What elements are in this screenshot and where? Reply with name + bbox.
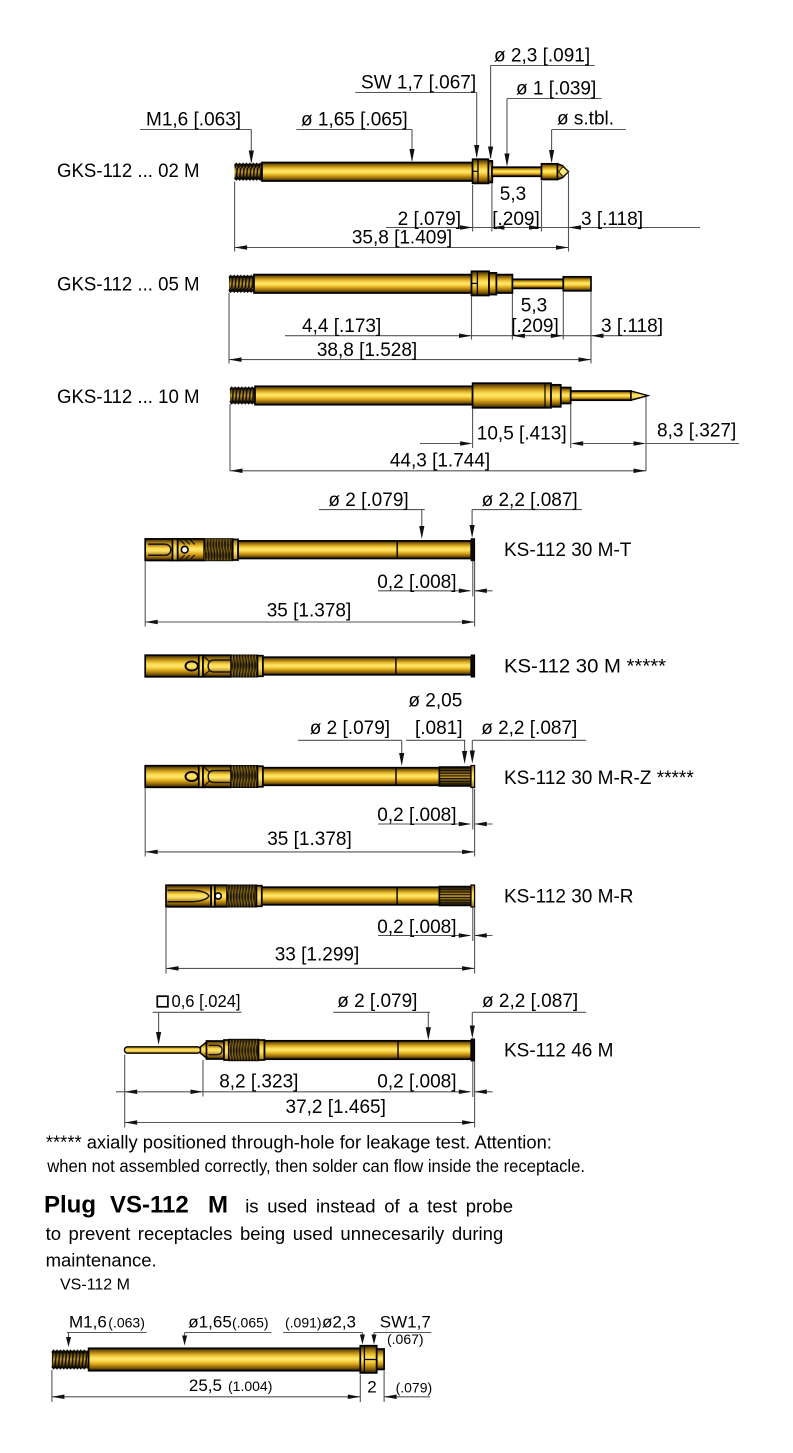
svg-text:0,2 [.008]: 0,2 [.008] — [377, 917, 456, 938]
svg-text:(.065): (.065) — [232, 1315, 269, 1331]
svg-text:0,6 [.024]: 0,6 [.024] — [172, 991, 241, 1011]
svg-text:10,5 [.413]: 10,5 [.413] — [477, 424, 567, 445]
svg-text:8,3 [.327]: 8,3 [.327] — [657, 421, 736, 442]
svg-text:SW 1,7 [.067]: SW 1,7 [.067] — [361, 73, 476, 94]
svg-text:25,5: 25,5 — [189, 1376, 222, 1395]
svg-text:33 [1.299]: 33 [1.299] — [275, 945, 360, 966]
svg-text:KS-112 30 M-R-Z *****: KS-112 30 M-R-Z ***** — [504, 768, 694, 789]
svg-text:3 [.118]: 3 [.118] — [601, 316, 663, 337]
svg-text:ø 2 [.079]: ø 2 [.079] — [310, 718, 390, 739]
svg-text:maintenance.: maintenance. — [46, 1249, 157, 1270]
svg-text:35,8 [1.409]: 35,8 [1.409] — [352, 228, 452, 249]
svg-text:ø 2,2 [.087]: ø 2,2 [.087] — [482, 490, 578, 511]
svg-text:VS-112 M: VS-112 M — [60, 1277, 130, 1294]
svg-text:VS-112: VS-112 — [110, 1192, 189, 1219]
svg-text:ø 2,2 [.087]: ø 2,2 [.087] — [481, 718, 577, 739]
svg-text:2 [.079]: 2 [.079] — [398, 209, 461, 230]
svg-text:GKS-112 ... 05 M: GKS-112 ... 05 M — [57, 275, 200, 296]
svg-text:ø1,65: ø1,65 — [188, 1313, 231, 1332]
svg-text:44,3 [1.744]: 44,3 [1.744] — [390, 451, 490, 472]
svg-text:M1,6 [.063]: M1,6 [.063] — [146, 110, 241, 131]
svg-text:is used instead of a test prob: is used instead of a test probe — [245, 1196, 513, 1217]
svg-text:***** axially positioned throu: ***** axially positioned through-hole fo… — [46, 1133, 552, 1153]
svg-text:37,2 [1.465]: 37,2 [1.465] — [286, 1097, 386, 1118]
svg-text:ø 2 [.079]: ø 2 [.079] — [328, 490, 408, 511]
svg-text:[.209]: [.209] — [511, 316, 559, 337]
svg-text:KS-112 30 M *****: KS-112 30 M ***** — [504, 657, 667, 678]
svg-text:ø 2,05: ø 2,05 — [408, 691, 462, 712]
svg-text:35 [1.378]: 35 [1.378] — [267, 829, 352, 850]
svg-text:ø2,3: ø2,3 — [322, 1313, 356, 1332]
svg-text:(.063): (.063) — [108, 1315, 145, 1331]
svg-text:0,2 [.008]: 0,2 [.008] — [377, 805, 456, 826]
svg-text:(1.004): (1.004) — [228, 1378, 272, 1394]
svg-text:38,8 [1.528]: 38,8 [1.528] — [317, 340, 417, 361]
svg-text:5,3: 5,3 — [521, 296, 547, 317]
svg-text:3 [.118]: 3 [.118] — [581, 209, 643, 230]
svg-text:ø 1,65 [.065]: ø 1,65 [.065] — [301, 110, 408, 131]
svg-text:when not assembled correctly,: when not assembled correctly, then solde… — [46, 1156, 585, 1176]
svg-text:KS-112 46 M: KS-112 46 M — [504, 1041, 613, 1062]
svg-text:35 [1.378]: 35 [1.378] — [267, 600, 352, 621]
svg-text:[.209]: [.209] — [492, 209, 540, 230]
svg-text:ø s.tbl.: ø s.tbl. — [557, 109, 614, 130]
svg-text:GKS-112 ... 10 M: GKS-112 ... 10 M — [57, 387, 200, 408]
svg-text:KS-112 30 M-R: KS-112 30 M-R — [504, 887, 634, 908]
svg-text:0,2 [.008]: 0,2 [.008] — [377, 1072, 456, 1093]
svg-text:M1,6: M1,6 — [69, 1313, 107, 1332]
svg-text:(.067): (.067) — [387, 1331, 424, 1347]
svg-text:8,2 [.323]: 8,2 [.323] — [219, 1072, 298, 1093]
svg-text:4,4 [.173]: 4,4 [.173] — [302, 316, 381, 337]
svg-text:SW1,7: SW1,7 — [380, 1313, 431, 1332]
svg-text:2: 2 — [367, 1378, 376, 1397]
svg-text:ø 1 [.039]: ø 1 [.039] — [516, 79, 596, 100]
svg-text:0,2 [.008]: 0,2 [.008] — [377, 572, 456, 593]
svg-text:(.079): (.079) — [396, 1380, 433, 1396]
svg-text:to prevent receptacles being u: to prevent receptacles being used unnece… — [46, 1223, 504, 1244]
svg-text:KS-112 30 M-T: KS-112 30 M-T — [504, 540, 632, 561]
svg-text:ø 2 [.079]: ø 2 [.079] — [337, 991, 417, 1012]
svg-text:Plug: Plug — [44, 1192, 96, 1219]
svg-text:(.091): (.091) — [285, 1315, 322, 1331]
svg-text:GKS-112 ... 02 M: GKS-112 ... 02 M — [57, 161, 200, 182]
svg-text:M: M — [208, 1192, 228, 1219]
svg-text:5,3: 5,3 — [500, 184, 526, 205]
svg-text:[.081]: [.081] — [415, 718, 463, 739]
svg-text:ø 2,2 [.087]: ø 2,2 [.087] — [482, 991, 578, 1012]
svg-text:ø 2,3 [.091]: ø 2,3 [.091] — [494, 46, 590, 67]
